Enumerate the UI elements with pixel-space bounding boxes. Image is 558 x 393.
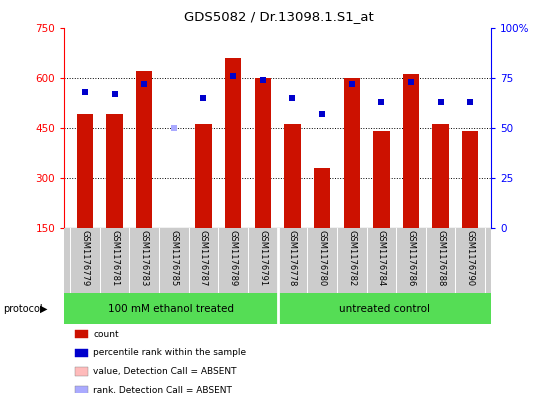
Bar — [107, 114, 123, 228]
Text: GSM1176784: GSM1176784 — [377, 230, 386, 286]
Bar — [77, 114, 93, 228]
Point — [377, 99, 386, 105]
Point — [258, 77, 267, 83]
Text: rank, Detection Call = ABSENT: rank, Detection Call = ABSENT — [93, 386, 232, 393]
Text: GSM1176779: GSM1176779 — [80, 230, 89, 286]
Text: value, Detection Call = ABSENT: value, Detection Call = ABSENT — [93, 367, 237, 376]
Point — [436, 99, 445, 105]
Text: GSM1176788: GSM1176788 — [436, 230, 445, 286]
Point — [199, 94, 208, 101]
Bar — [403, 74, 419, 228]
Bar — [432, 124, 449, 228]
Point — [466, 99, 475, 105]
Text: GSM1176782: GSM1176782 — [347, 230, 356, 286]
Point — [80, 88, 89, 95]
Point — [229, 72, 238, 79]
Point — [318, 110, 326, 117]
Text: GSM1176783: GSM1176783 — [140, 230, 149, 286]
Bar — [373, 131, 389, 228]
Bar — [254, 78, 271, 228]
Text: percentile rank within the sample: percentile rank within the sample — [93, 349, 246, 357]
Bar — [195, 124, 211, 228]
Text: GSM1176790: GSM1176790 — [466, 230, 475, 286]
Text: count: count — [93, 330, 119, 338]
Text: GDS5082 / Dr.13098.1.S1_at: GDS5082 / Dr.13098.1.S1_at — [184, 10, 374, 23]
Bar — [462, 131, 478, 228]
Bar — [136, 71, 152, 228]
Point — [110, 90, 119, 97]
Text: GSM1176781: GSM1176781 — [110, 230, 119, 286]
Text: protocol: protocol — [3, 303, 42, 314]
Text: GSM1176780: GSM1176780 — [318, 230, 326, 286]
Point — [140, 81, 148, 87]
Text: GSM1176789: GSM1176789 — [229, 230, 238, 286]
Bar — [284, 124, 301, 228]
Bar — [314, 168, 330, 228]
Point — [347, 81, 356, 87]
Text: 100 mM ethanol treated: 100 mM ethanol treated — [108, 303, 234, 314]
Point — [407, 79, 416, 85]
Text: untreated control: untreated control — [339, 303, 430, 314]
Text: GSM1176786: GSM1176786 — [406, 230, 416, 286]
Text: GSM1176787: GSM1176787 — [199, 230, 208, 286]
Text: GSM1176778: GSM1176778 — [288, 230, 297, 286]
Text: ▶: ▶ — [40, 303, 47, 314]
Text: GSM1176785: GSM1176785 — [169, 230, 179, 286]
Point — [288, 94, 297, 101]
Bar — [344, 78, 360, 228]
Bar — [225, 58, 241, 228]
Text: GSM1176791: GSM1176791 — [258, 230, 267, 286]
Point — [170, 125, 179, 131]
